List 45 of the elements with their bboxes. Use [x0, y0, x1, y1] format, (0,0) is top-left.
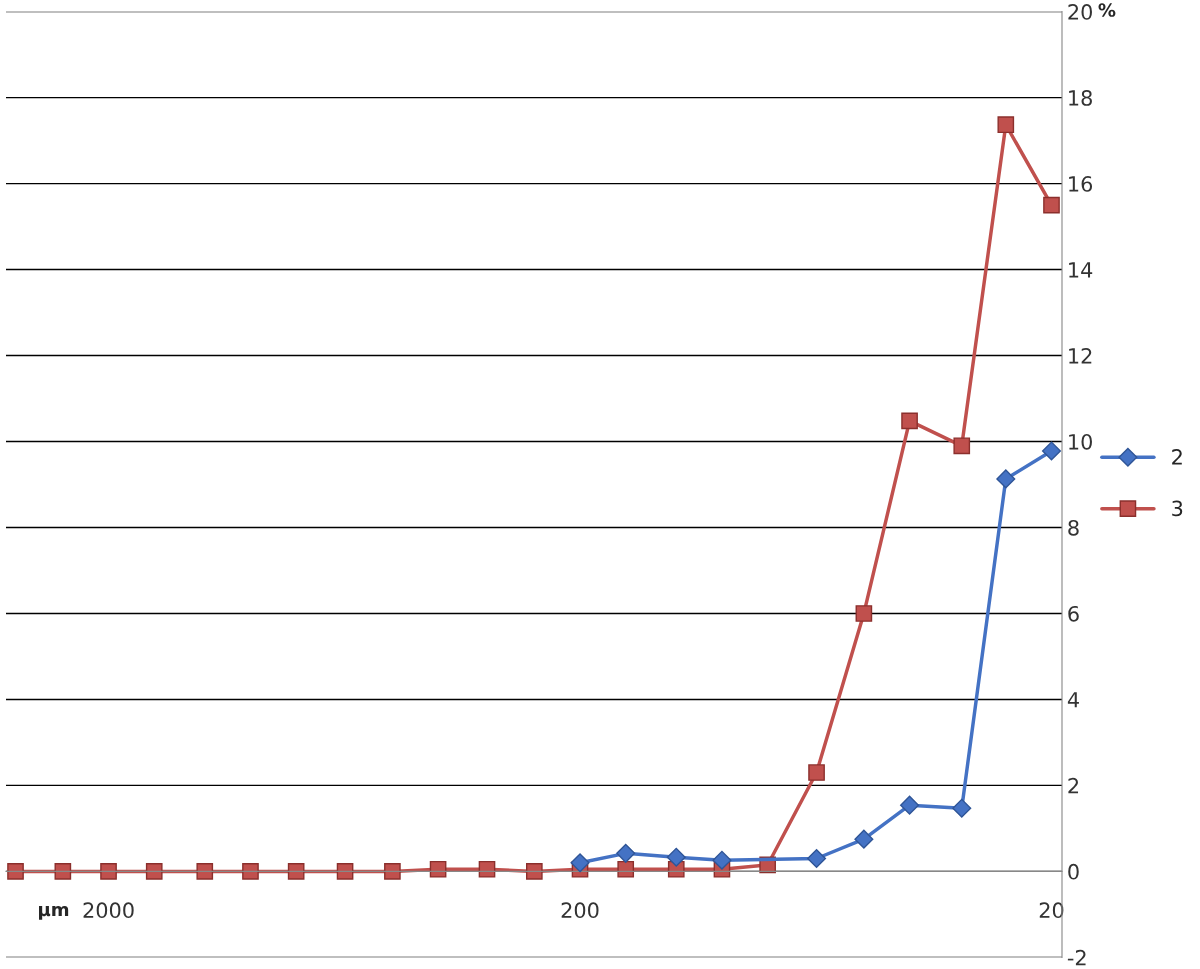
x-axis-title: μm — [39, 905, 69, 920]
point — [478, 860, 496, 878]
point — [900, 795, 920, 815]
point — [617, 860, 635, 878]
y-tick-label: 16 — [1069, 176, 1093, 192]
point — [997, 116, 1015, 134]
y-tick-label: 2 — [1068, 777, 1079, 794]
y-tick-label: 10 — [1069, 433, 1092, 450]
y-tick-label: 12 — [1069, 347, 1092, 364]
point — [525, 863, 543, 880]
point — [7, 863, 24, 880]
point — [1041, 441, 1062, 461]
point — [855, 605, 873, 622]
y-tick-label: -2 — [1067, 949, 1086, 966]
x-tick-label: 200 — [561, 902, 599, 919]
point — [807, 848, 827, 869]
point — [712, 850, 732, 870]
legend-label: 3 — [1172, 500, 1183, 517]
point — [570, 853, 590, 873]
point — [808, 764, 825, 781]
point — [1043, 196, 1060, 214]
y-tick-label: 4 — [1067, 692, 1079, 708]
point — [666, 847, 686, 867]
point — [336, 863, 354, 880]
y-tick-label: 20 — [1068, 4, 1092, 20]
y-tick-label: 18 — [1069, 90, 1092, 106]
point — [384, 863, 401, 880]
point — [996, 469, 1016, 489]
point — [854, 829, 874, 849]
point — [100, 863, 117, 880]
x-tick-label: 2000 — [83, 902, 134, 919]
y-tick-label: 14 — [1069, 262, 1093, 278]
x-tick-label: 20 — [1039, 902, 1064, 919]
point — [287, 863, 305, 880]
y-axis-title: % — [1098, 3, 1116, 17]
point — [196, 863, 214, 880]
point — [242, 863, 259, 880]
y-tick-label: 6 — [1068, 605, 1079, 622]
point — [54, 863, 72, 880]
point — [616, 843, 636, 863]
point — [429, 860, 447, 878]
y-tick-label: 8 — [1068, 519, 1079, 536]
legend-label: 2 — [1172, 449, 1182, 465]
y-tick-label: 0 — [1068, 863, 1079, 880]
point — [901, 412, 918, 430]
